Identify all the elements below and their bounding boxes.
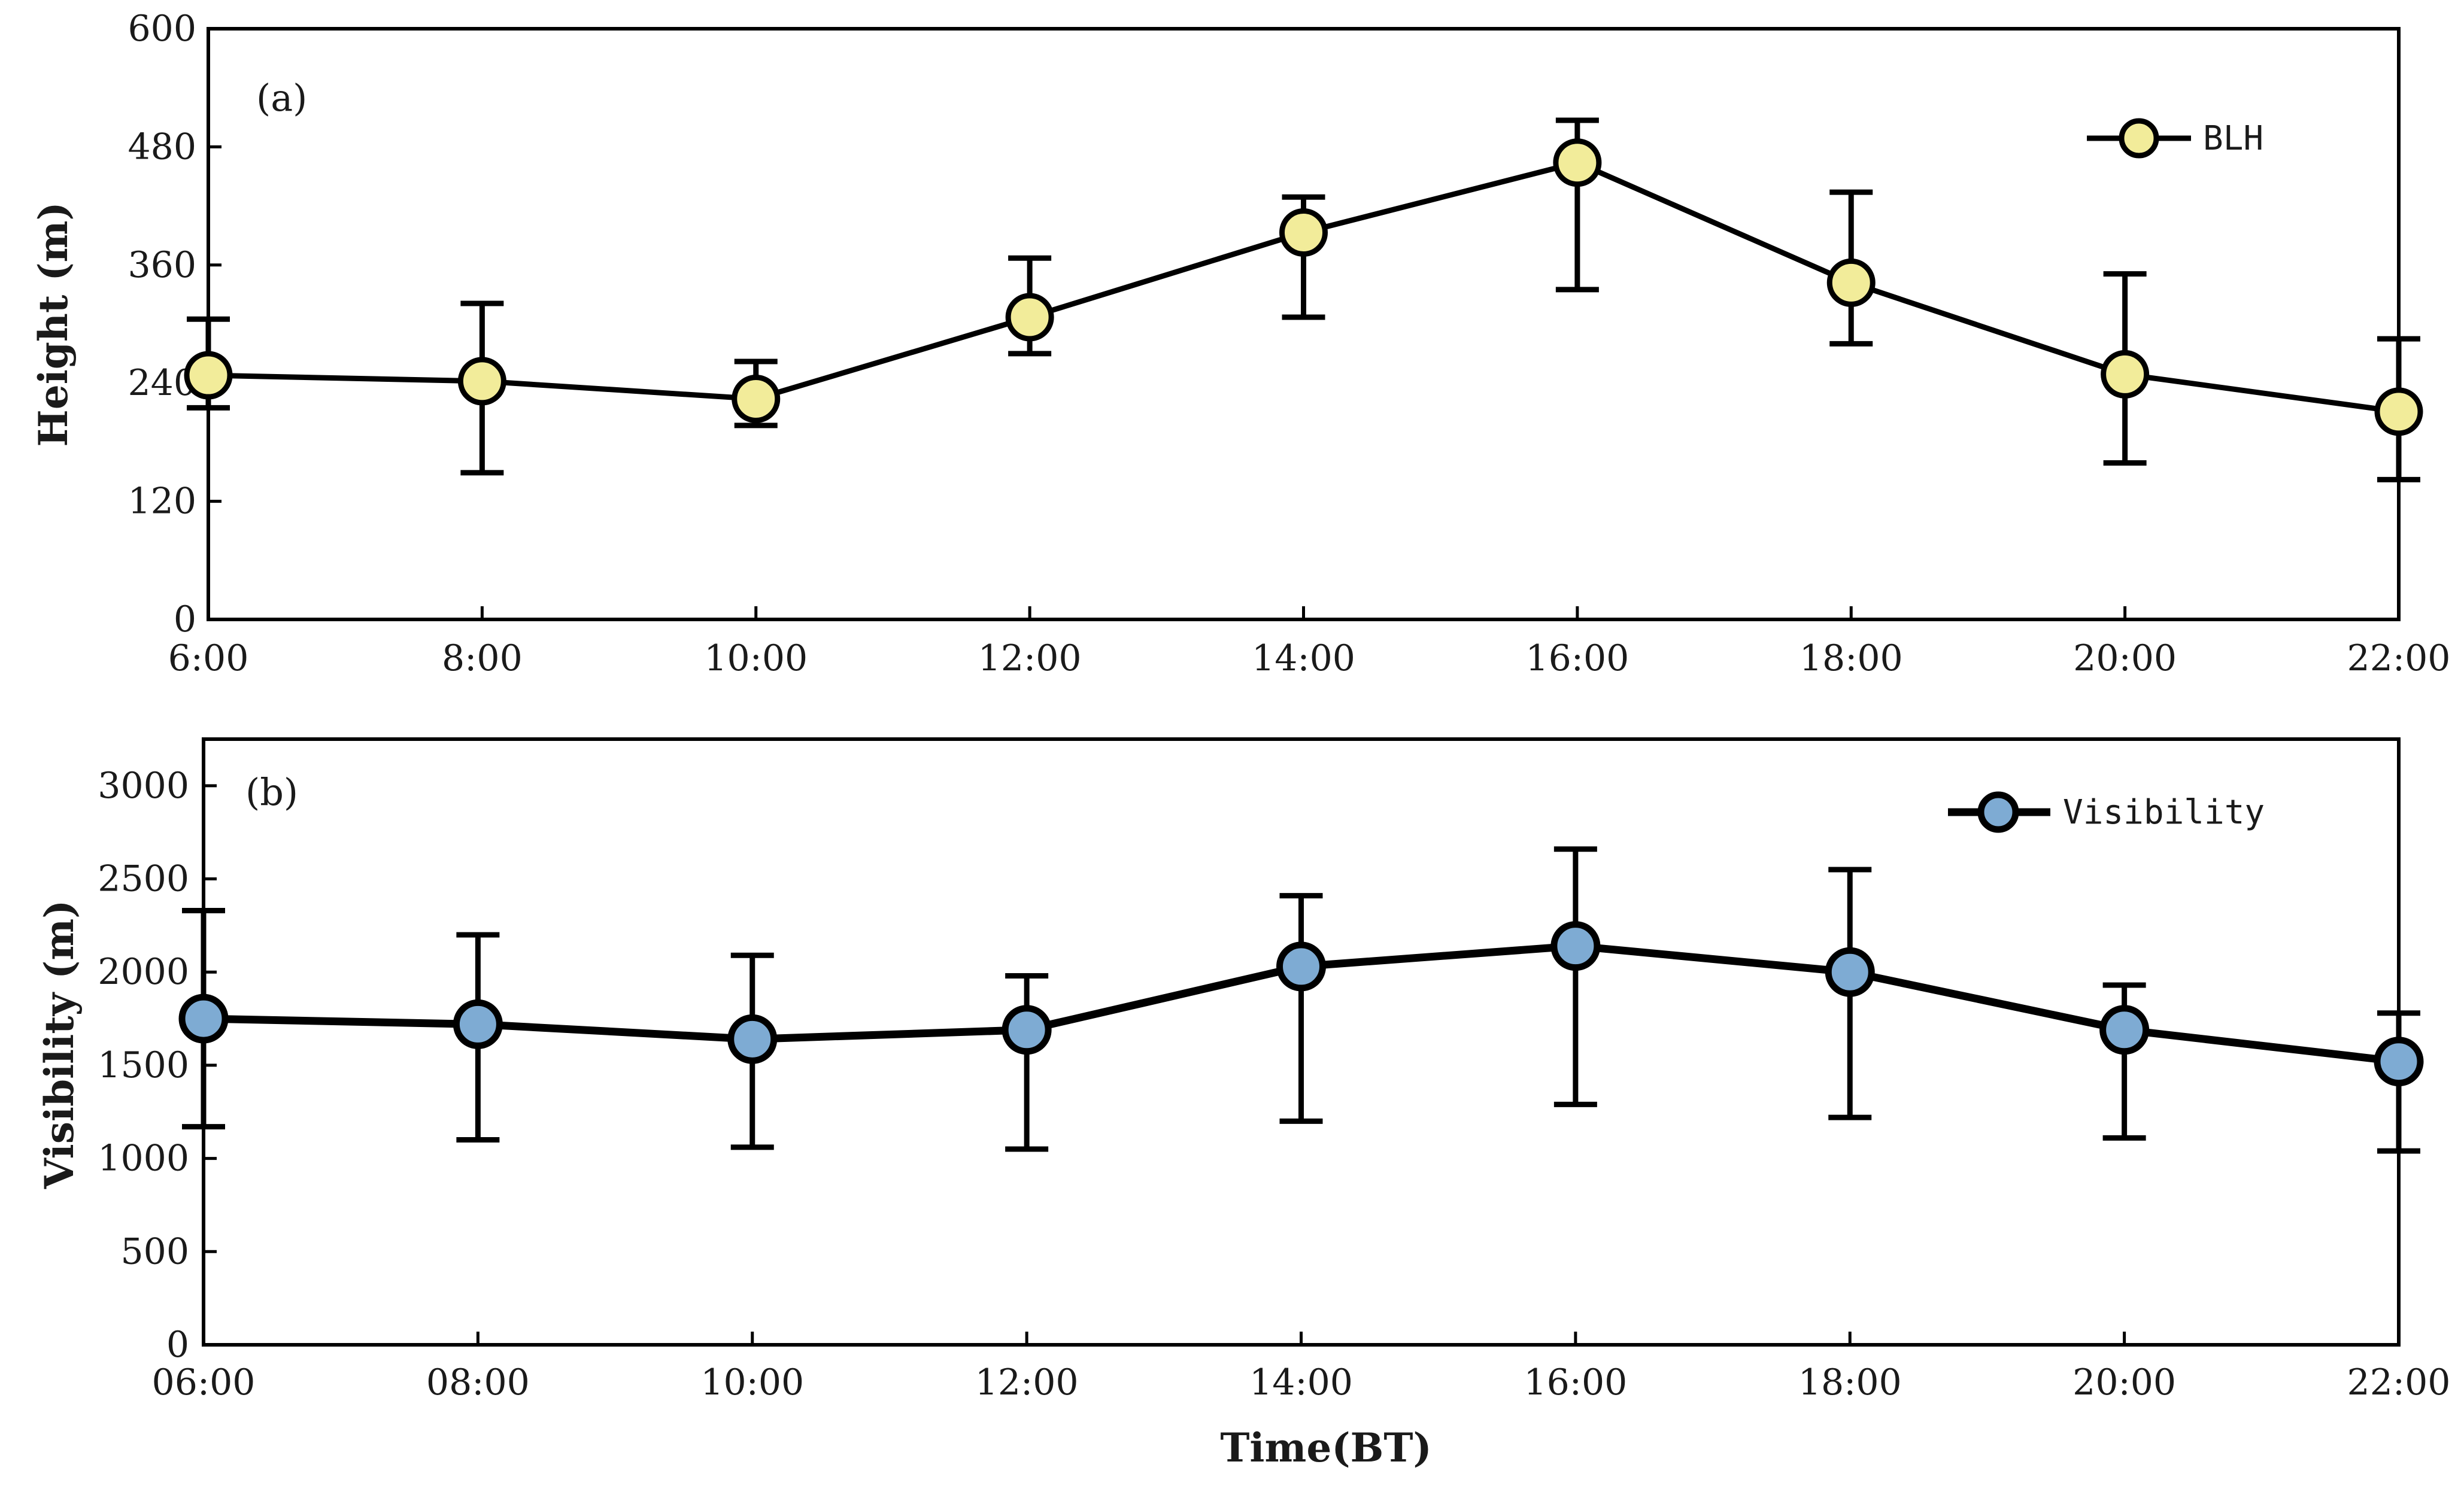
- data-point: [453, 999, 503, 1049]
- data-point: [2374, 1037, 2424, 1087]
- data-point: [1553, 138, 1602, 187]
- data-point: [732, 375, 781, 424]
- error-bar: [1279, 893, 1323, 1124]
- x-tick-label: 14:00: [1252, 637, 1355, 679]
- x-tick-label: 12:00: [978, 637, 1082, 679]
- x-tick-label: 18:00: [1798, 1362, 1902, 1403]
- y-tick-label: 600: [128, 8, 196, 50]
- panel-b-label: (b): [245, 770, 298, 814]
- data-point: [457, 357, 506, 406]
- error-bar: [1005, 973, 1049, 1152]
- x-tick-label: 18:00: [1800, 637, 1903, 679]
- y-tick-label: 0: [166, 1324, 189, 1366]
- panel-a-legend-label: BLH: [2203, 119, 2263, 158]
- panel-b-legend-marker: [1977, 791, 2019, 833]
- y-tick-label: 0: [174, 598, 196, 640]
- x-tick-label: 10:00: [700, 1362, 804, 1403]
- panel-b-x-tick-labels: 06:00 08:00 10:00 12:00 14:00 16:00 18:00 20:00…: [152, 1362, 2451, 1403]
- y-tick-label: 2500: [98, 858, 189, 900]
- panel-a-label: (a): [256, 76, 307, 120]
- y-tick-label: 1000: [98, 1138, 189, 1180]
- y-tick-label: 2000: [98, 951, 189, 993]
- data-point: [1279, 208, 1328, 257]
- panel-a-legend-marker: [2119, 118, 2159, 159]
- y-tick-label: 480: [128, 126, 196, 168]
- x-tick-label: 12:00: [975, 1362, 1079, 1403]
- panel-b-x-axis-title: Time(BT): [1220, 1424, 1431, 1471]
- x-tick-label: 22:00: [2347, 1362, 2451, 1403]
- panel-a-y-axis-title: Height (m): [30, 202, 77, 446]
- x-tick-label: 16:00: [1525, 637, 1629, 679]
- panel-b-marks: [178, 737, 2424, 1347]
- data-point: [1005, 293, 1054, 342]
- data-point: [727, 1014, 778, 1064]
- panel-a-marks: [184, 27, 2423, 621]
- x-tick-label: 16:00: [1524, 1362, 1627, 1403]
- x-tick-label: 14:00: [1249, 1362, 1353, 1403]
- data-point: [2374, 387, 2423, 436]
- panel-b-y-tick-labels: 0 500 1000 1500 2000 2500 3000: [98, 765, 189, 1366]
- panel-a-frame: [207, 27, 2401, 621]
- data-point: [1825, 947, 1875, 997]
- panel-b-y-axis-title: Visibility (m): [36, 900, 83, 1190]
- y-tick-label: 1500: [98, 1044, 189, 1086]
- x-tick-label: 6:00: [168, 637, 249, 679]
- data-point: [1002, 1005, 1052, 1055]
- panel-b-legend: Visibility: [1948, 791, 2265, 833]
- data-point: [1276, 941, 1326, 992]
- data-point: [2101, 350, 2150, 399]
- x-tick-label: 20:00: [2072, 1362, 2176, 1403]
- panel-b-visibility: (b) Visibility (m) Time(BT) 0 500 1000 1500…: [36, 737, 2451, 1471]
- y-tick-label: 3000: [98, 765, 189, 807]
- panel-a-x-tick-labels: 6:00 8:00 10:00 12:00 14:00 16:00 18:00 20:00 22…: [168, 637, 2451, 679]
- data-point: [1550, 921, 1601, 971]
- y-tick-label: 120: [128, 481, 196, 522]
- data-point: [1826, 258, 1876, 307]
- error-bar: [1553, 846, 1597, 1107]
- panel-a-legend: BLH: [2087, 118, 2263, 159]
- panel-b-legend-label: Visibility: [2063, 793, 2265, 832]
- y-tick-label: 360: [128, 244, 196, 286]
- x-tick-label: 10:00: [704, 637, 808, 679]
- x-tick-label: 08:00: [426, 1362, 530, 1403]
- data-point: [184, 351, 233, 400]
- y-tick-label: 500: [120, 1230, 189, 1272]
- data-point: [2099, 1005, 2150, 1055]
- x-tick-label: 20:00: [2073, 637, 2177, 679]
- x-tick-label: 06:00: [152, 1362, 256, 1403]
- x-tick-label: 8:00: [442, 637, 523, 679]
- x-tick-label: 22:00: [2347, 637, 2451, 679]
- data-point: [178, 993, 229, 1044]
